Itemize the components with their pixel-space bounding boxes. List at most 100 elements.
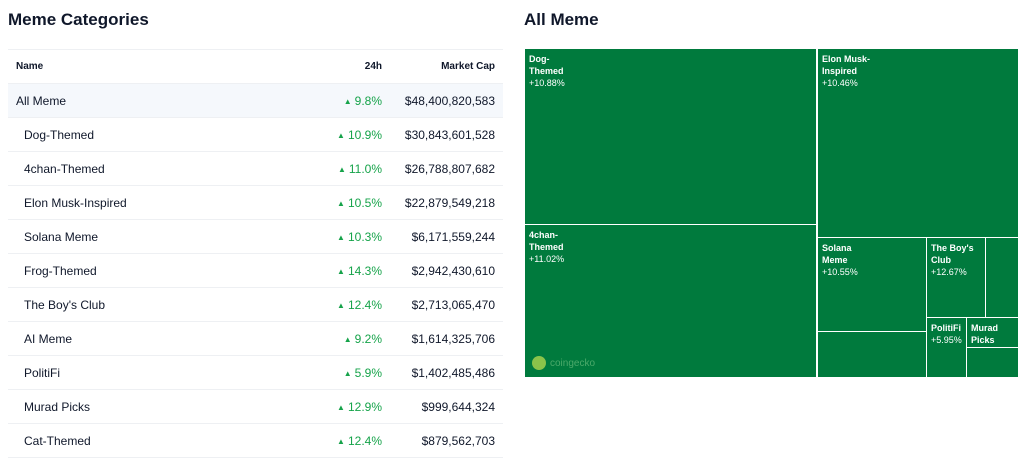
market-cap: $879,562,703 bbox=[421, 433, 495, 448]
change: 5.9% bbox=[354, 365, 382, 380]
table-row[interactable]: The Boy's Club ▲ 12.4% $2,713,065,470 bbox=[8, 288, 503, 322]
tile-change: +5.95% bbox=[931, 335, 962, 345]
change-cell: ▲ 12.4% bbox=[290, 298, 382, 312]
tile: 4chan-Themed +11.02% bbox=[524, 224, 817, 378]
treemap: Dog-Themed +10.88% Elon Musk-Inspired +10.4… bbox=[524, 48, 1019, 378]
table-row[interactable]: PolitiFi ▲ 5.9% $1,402,485,486 bbox=[8, 356, 503, 390]
tile bbox=[966, 347, 1019, 378]
change-cell: ▲ 10.9% bbox=[290, 128, 382, 142]
tile: The Boy's Club +12.67% bbox=[926, 237, 986, 318]
change-cell: ▲ 12.9% bbox=[290, 400, 382, 414]
table-row[interactable]: Elon Musk-Inspired ▲ 10.5% $22,879,549,218 bbox=[8, 186, 503, 220]
category-name: Cat-Themed bbox=[24, 433, 91, 448]
tile bbox=[985, 237, 1019, 318]
change: 10.3% bbox=[347, 229, 382, 244]
tile-name: Dog-Themed bbox=[529, 54, 564, 76]
tile: PolitiFi +5.95% bbox=[926, 317, 967, 378]
table-header: Name 24h Market Cap bbox=[8, 50, 503, 84]
table-row[interactable]: Frog-Themed ▲ 14.3% $2,942,430,610 bbox=[8, 254, 503, 288]
up-arrow: ▲ bbox=[343, 368, 352, 378]
tile-name: PolitiFi bbox=[931, 323, 961, 333]
category-name: Murad Picks bbox=[24, 399, 91, 414]
tile-change: +10.55% bbox=[822, 267, 858, 277]
table-row[interactable]: All Meme ▲ 9.8% $48,400,820,583 bbox=[8, 84, 503, 118]
table-row[interactable]: Murad Picks ▲ 12.9% $999,644,324 bbox=[8, 390, 503, 424]
change-cell: ▲ 5.9% bbox=[290, 366, 382, 380]
tile-change: +11.02% bbox=[529, 254, 565, 264]
category-name: PolitiFi bbox=[24, 365, 61, 380]
tile: Dog-Themed +10.88% bbox=[524, 48, 817, 225]
change: 12.4% bbox=[347, 297, 382, 312]
table-row[interactable]: Solana Meme ▲ 10.3% $6,171,559,244 bbox=[8, 220, 503, 254]
category-name: Elon Musk-Inspired bbox=[24, 195, 127, 210]
up-arrow: ▲ bbox=[343, 96, 352, 106]
table-title: Meme Categories bbox=[8, 10, 149, 29]
tile-name: The Boy's Club bbox=[931, 243, 974, 265]
up-arrow: ▲ bbox=[337, 402, 345, 412]
change-cell: ▲ 9.8% bbox=[290, 94, 382, 108]
change: 12.9% bbox=[347, 399, 382, 414]
table-row[interactable]: Dog-Themed ▲ 10.9% $30,843,601,528 bbox=[8, 118, 503, 152]
market-cap: $2,713,065,470 bbox=[411, 297, 495, 312]
table: Name 24h Market Cap All Meme ▲ 9.8% $48,400,82… bbox=[8, 49, 503, 458]
category-name: The Boy's Club bbox=[24, 297, 105, 312]
tile-name: Murad Picks bbox=[971, 323, 998, 345]
watermark-text: coingecko bbox=[550, 357, 596, 369]
market-cap: $1,402,485,486 bbox=[411, 365, 495, 380]
change: 10.9% bbox=[347, 127, 382, 142]
up-arrow: ▲ bbox=[337, 266, 345, 276]
table-row[interactable]: 4chan-Themed ▲ 11.0% $26,788,807,682 bbox=[8, 152, 503, 186]
tile-name: Elon Musk-Inspired bbox=[822, 54, 871, 76]
tile-change: +12.67% bbox=[931, 267, 967, 277]
tile: Murad Picks+12.82% bbox=[966, 317, 1019, 348]
market-cap: $6,171,559,244 bbox=[411, 229, 495, 244]
table-row[interactable]: Cat-Themed ▲ 12.4% $879,562,703 bbox=[8, 424, 503, 458]
tile bbox=[817, 331, 927, 378]
header-cell: Name bbox=[16, 61, 44, 72]
market-cap: $2,942,430,610 bbox=[411, 263, 495, 278]
market-cap: $22,879,549,218 bbox=[404, 195, 495, 210]
change-cell: ▲ 9.2% bbox=[290, 332, 382, 346]
change: 9.2% bbox=[354, 331, 382, 346]
up-arrow: ▲ bbox=[337, 232, 345, 242]
up-arrow: ▲ bbox=[337, 300, 345, 310]
change-cell: ▲ 14.3% bbox=[290, 264, 382, 278]
change: 9.8% bbox=[354, 93, 382, 108]
up-arrow: ▲ bbox=[337, 436, 345, 446]
change: 11.0% bbox=[348, 161, 382, 176]
tile-change: +10.46% bbox=[822, 78, 858, 88]
change-cell: ▲ 10.5% bbox=[290, 196, 382, 210]
change-cell: ▲ 10.3% bbox=[290, 230, 382, 244]
tile-change: +10.88% bbox=[529, 78, 565, 88]
tile-name: Solana Meme bbox=[822, 243, 852, 265]
change-cell: ▲ 12.4% bbox=[290, 434, 382, 448]
change: 10.5% bbox=[347, 195, 382, 210]
up-arrow: ▲ bbox=[343, 334, 352, 344]
header-cell: 24h bbox=[364, 61, 382, 72]
tile-name: 4chan-Themed bbox=[529, 230, 564, 252]
up-arrow: ▲ bbox=[337, 130, 345, 140]
table-row[interactable]: AI Meme ▲ 9.2% $1,614,325,706 bbox=[8, 322, 503, 356]
logo bbox=[532, 356, 546, 370]
up-arrow: ▲ bbox=[337, 198, 345, 208]
treemap-title: All Meme bbox=[524, 10, 599, 29]
market-cap: $48,400,820,583 bbox=[404, 93, 495, 108]
category-name: Solana Meme bbox=[24, 229, 99, 244]
market-cap: $1,614,325,706 bbox=[411, 331, 495, 346]
market-cap: $30,843,601,528 bbox=[404, 127, 495, 142]
category-name: AI Meme bbox=[24, 331, 73, 346]
category-name: Dog-Themed bbox=[24, 127, 95, 142]
category-name: All Meme bbox=[16, 93, 67, 108]
market-cap: $26,788,807,682 bbox=[404, 161, 495, 176]
watermark: coingecko bbox=[532, 356, 595, 370]
change-cell: ▲ 11.0% bbox=[290, 162, 382, 176]
change: 14.3% bbox=[347, 263, 382, 278]
header-cell: Market Cap bbox=[441, 61, 495, 72]
tile: Solana Meme +10.55% bbox=[817, 237, 927, 332]
category-name: 4chan-Themed bbox=[24, 161, 105, 176]
up-arrow: ▲ bbox=[337, 164, 346, 174]
category-name: Frog-Themed bbox=[24, 263, 97, 278]
change: 12.4% bbox=[347, 433, 382, 448]
tile: Elon Musk-Inspired +10.46% bbox=[817, 48, 1019, 238]
